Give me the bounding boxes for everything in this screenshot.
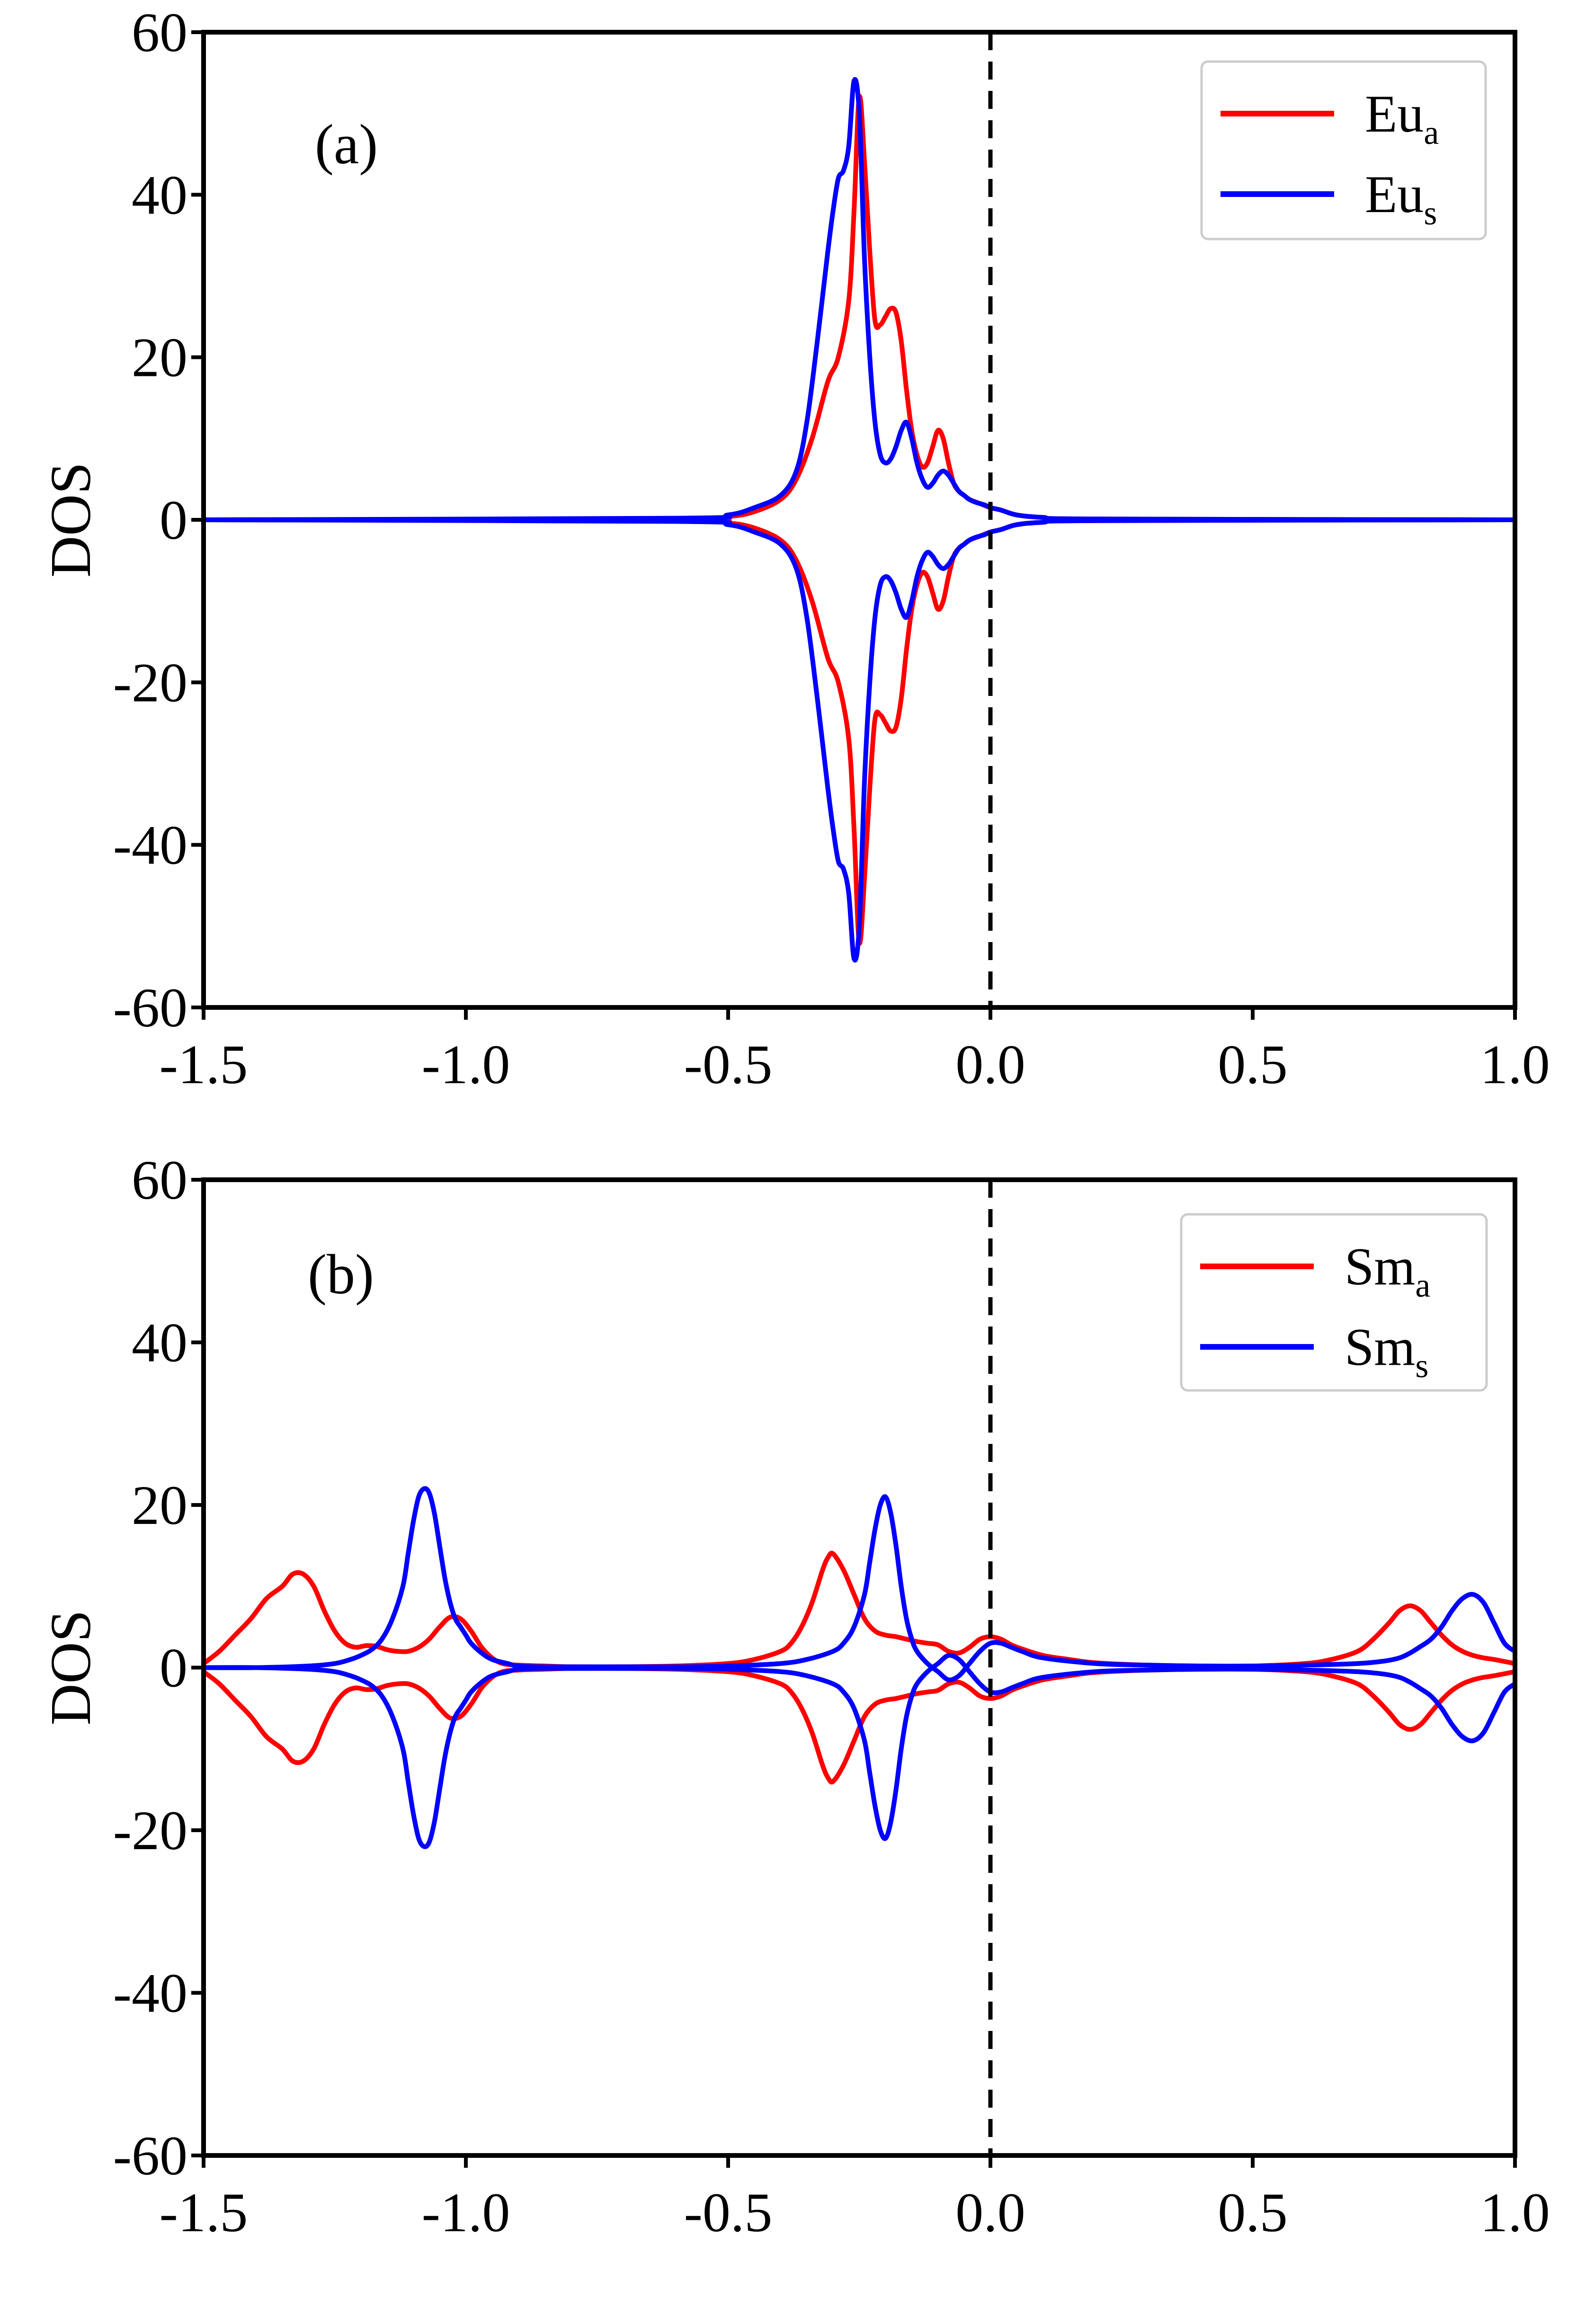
- legend-box-a: [1200, 60, 1487, 240]
- series-line-sm-s-down: [201, 1653, 1517, 1849]
- y-tick-label: 0: [160, 1637, 187, 1699]
- legend-a: Eua Eus: [1200, 60, 1487, 240]
- series-line-eu-s-down: [201, 517, 1517, 963]
- panel-a: -1.5 -1.0 -0.5 0.0 0.5 1.0 -60 -40 -20 0 20 40 60 DO…: [39, 1, 1550, 1095]
- y-tick-label: 20: [132, 327, 187, 389]
- legend-label-eu-a: Eua: [1365, 85, 1439, 151]
- legend-box-b: [1180, 1213, 1488, 1392]
- y-axis-label-b: DOS: [39, 1610, 103, 1725]
- series-layer-a: [201, 77, 1517, 963]
- x-tick-label: -1.5: [160, 2182, 248, 2244]
- legend-b: Sma Sms: [1180, 1213, 1488, 1392]
- y-tick-label: 60: [132, 1, 187, 63]
- y-tick-label: 60: [132, 1149, 187, 1211]
- y-tick-label: -40: [113, 1962, 187, 2024]
- legend-label-sm-a: Sma: [1345, 1238, 1430, 1304]
- series-layer-b: [201, 1486, 1517, 1849]
- x-tick-label: 0.0: [955, 1033, 1025, 1095]
- panel-label-a: (a): [315, 113, 378, 176]
- x-tick-label: -1.0: [422, 2182, 510, 2244]
- x-tick-label: 0.5: [1218, 2182, 1288, 2244]
- y-tick-label: 0: [160, 489, 187, 551]
- x-tick-label: 1.0: [1480, 1033, 1550, 1095]
- y-tick-label: -20: [113, 651, 187, 713]
- y-tick-label: -40: [113, 814, 187, 876]
- x-tick-label: -1.0: [422, 1033, 510, 1095]
- y-axis-label-a: DOS: [39, 462, 103, 578]
- legend-label-sm-s: Sms: [1345, 1318, 1428, 1385]
- y-tick-label: -20: [113, 1799, 187, 1861]
- panel-label-b: (b): [308, 1243, 374, 1306]
- series-line-eu-s-up: [201, 77, 1517, 522]
- y-tick-label: 20: [132, 1474, 187, 1536]
- y-tick-label: 40: [132, 1312, 187, 1374]
- panel-b: -1.5 -1.0 -0.5 0.0 0.5 1.0 -60 -40 -20 0 20 40 60 DO…: [39, 1149, 1550, 2244]
- x-tick-label: 0.0: [955, 2182, 1025, 2244]
- x-tick-label: -0.5: [684, 1033, 773, 1095]
- tick-layer-b: -1.5 -1.0 -0.5 0.0 0.5 1.0 -60 -40 -20 0 20 40 60: [113, 1149, 1550, 2244]
- y-tick-label: -60: [113, 977, 187, 1039]
- legend-label-eu-s: Eus: [1365, 165, 1437, 232]
- x-tick-label: -0.5: [684, 2182, 773, 2244]
- x-tick-label: 1.0: [1480, 2182, 1550, 2244]
- y-tick-label: 40: [132, 164, 187, 226]
- series-line-sm-s-up: [201, 1486, 1517, 1683]
- x-tick-label: 0.5: [1218, 1033, 1288, 1095]
- tick-layer-a: -1.5 -1.0 -0.5 0.0 0.5 1.0 -60 -40 -20 0 20 40 60: [113, 1, 1550, 1095]
- y-tick-label: -60: [113, 2125, 187, 2187]
- x-tick-label: -1.5: [160, 1033, 248, 1095]
